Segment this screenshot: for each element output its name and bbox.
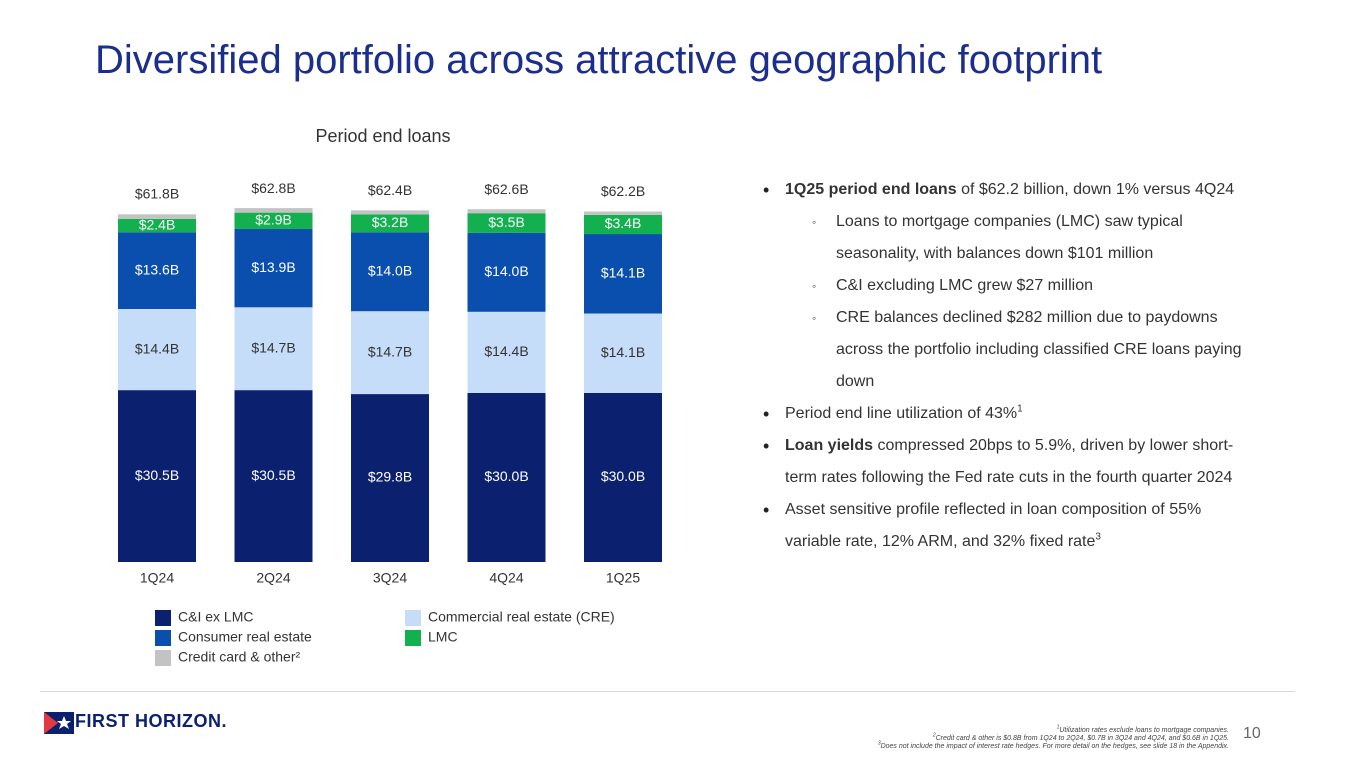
- footnote-text: Credit card & other is $0.8B from 1Q24 t…: [935, 735, 1229, 742]
- bar-segment: [584, 392, 662, 562]
- bar-segment: [584, 313, 662, 393]
- bar-segment: [584, 234, 662, 314]
- value-label: $14.7B: [368, 343, 412, 359]
- value-label: $14.1B: [601, 264, 645, 280]
- bar-segment: [584, 211, 662, 215]
- legend-swatch: [405, 630, 421, 646]
- bar-segment: [467, 311, 546, 393]
- superscript: 3: [1095, 531, 1101, 543]
- bullet-list: 1Q25 period end loans of $62.2 billion, …: [763, 174, 1255, 558]
- bar-segment: [467, 209, 546, 214]
- bar-segment: [351, 210, 429, 215]
- footnote-text: Does not include the impact of interest …: [880, 743, 1229, 750]
- value-label: $2.9B: [255, 212, 292, 228]
- bar-segment: [351, 311, 429, 395]
- total-label: $62.6B: [484, 181, 528, 197]
- logo-text: FIRST HORIZON.: [75, 711, 227, 731]
- total-label: $62.2B: [601, 183, 645, 199]
- sub-bullet: C&I excluding LMC grew $27 million: [812, 270, 1255, 302]
- bullet: 1Q25 period end loans of $62.2 billion, …: [763, 174, 1255, 206]
- bar-segment: [234, 228, 313, 308]
- x-tick-label: 3Q24: [373, 570, 407, 586]
- value-label: $30.0B: [601, 468, 645, 484]
- bullet-text: Period end line utilization of 43%: [785, 405, 1018, 422]
- bar-segment: [584, 214, 662, 235]
- legend-label: Consumer real estate: [178, 629, 312, 645]
- footnote: 2Credit card & other is $0.8B from 1Q24 …: [878, 732, 1229, 743]
- slide-title: Diversified portfolio across attractive …: [95, 38, 1103, 82]
- legend-label: Commercial real estate (CRE): [428, 609, 615, 625]
- total-label: $62.8B: [251, 180, 295, 196]
- x-tick-label: 1Q25: [606, 570, 640, 586]
- value-label: $3.5B: [488, 214, 525, 230]
- chart-title: Period end loans: [315, 126, 450, 146]
- value-label: $14.4B: [484, 343, 528, 359]
- value-label: $13.9B: [251, 259, 295, 275]
- bar-segment: [234, 390, 313, 562]
- bar-segment: [467, 392, 546, 562]
- bar-segment: [467, 232, 546, 312]
- total-label: $62.4B: [368, 182, 412, 198]
- bar-segment: [234, 212, 313, 229]
- value-label: $14.0B: [484, 263, 528, 279]
- footnote-text: Utilization rates exclude loans to mortg…: [1059, 727, 1229, 734]
- value-label: $3.2B: [372, 214, 409, 230]
- bar-segment: [351, 232, 429, 312]
- bar-segment: [118, 214, 196, 219]
- bar-segment: [118, 232, 196, 309]
- superscript: 2: [932, 732, 936, 739]
- value-label: $29.8B: [368, 469, 412, 485]
- legend-swatch: [155, 610, 171, 626]
- value-label: $3.4B: [605, 215, 642, 231]
- value-label: $30.0B: [484, 468, 528, 484]
- logo-flag: [44, 712, 74, 734]
- superscript: 1: [1017, 403, 1023, 415]
- x-tick-label: 2Q24: [256, 570, 290, 586]
- bullet: Asset sensitive profile reflected in loa…: [763, 494, 1255, 558]
- superscript: 3: [877, 740, 881, 747]
- sub-bullet: CRE balances declined $282 million due t…: [812, 302, 1255, 398]
- bullet-text: of $62.2 billion, down 1% versus 4Q24: [961, 181, 1235, 198]
- legend-swatch: [155, 630, 171, 646]
- bar-segment: [351, 394, 429, 562]
- bullet: Loan yields compressed 20bps to 5.9%, dr…: [763, 430, 1255, 494]
- bar-segment: [234, 208, 313, 213]
- bullet-lead: 1Q25 period end loans: [785, 181, 957, 198]
- legend-label: Credit card & other²: [178, 649, 300, 665]
- value-label: $2.4B: [139, 216, 176, 232]
- legend-label: LMC: [428, 629, 458, 645]
- bullet: Period end line utilization of 43%1: [763, 398, 1255, 430]
- bar-segment: [351, 214, 429, 233]
- value-label: $13.6B: [135, 261, 179, 277]
- total-label: $61.8B: [135, 185, 179, 201]
- bar-segment: [234, 307, 313, 391]
- x-tick-label: 4Q24: [489, 570, 523, 586]
- bar-segment: [118, 218, 196, 233]
- legend-swatch: [405, 610, 421, 626]
- value-label: $30.5B: [251, 467, 295, 483]
- bullet-text: compressed 20bps to 5.9%, driven by lowe…: [785, 437, 1234, 486]
- value-label: $30.5B: [135, 467, 179, 483]
- bullet-text: Asset sensitive profile reflected in loa…: [785, 501, 1202, 550]
- page-number: 10: [1243, 725, 1261, 742]
- footnote: 3Does not include the impact of interest…: [877, 740, 1229, 751]
- bar-segment: [467, 213, 546, 233]
- x-tick-label: 1Q24: [140, 570, 174, 586]
- value-label: $14.1B: [601, 344, 645, 360]
- value-label: $14.7B: [251, 339, 295, 355]
- divider: [40, 691, 1295, 692]
- footnotes: 1Utilization rates exclude loans to mort…: [877, 724, 1229, 751]
- value-label: $14.0B: [368, 263, 412, 279]
- bar-segment: [118, 390, 196, 562]
- footnote: 1Utilization rates exclude loans to mort…: [878, 724, 1229, 735]
- legend-label: C&I ex LMC: [178, 609, 253, 625]
- value-label: $14.4B: [135, 340, 179, 356]
- superscript: 1: [1056, 724, 1060, 731]
- legend-swatch: [155, 650, 171, 666]
- bar-segment: [118, 308, 196, 391]
- sub-bullet: Loans to mortgage companies (LMC) saw ty…: [812, 206, 1255, 270]
- bullet-lead: Loan yields: [785, 437, 874, 454]
